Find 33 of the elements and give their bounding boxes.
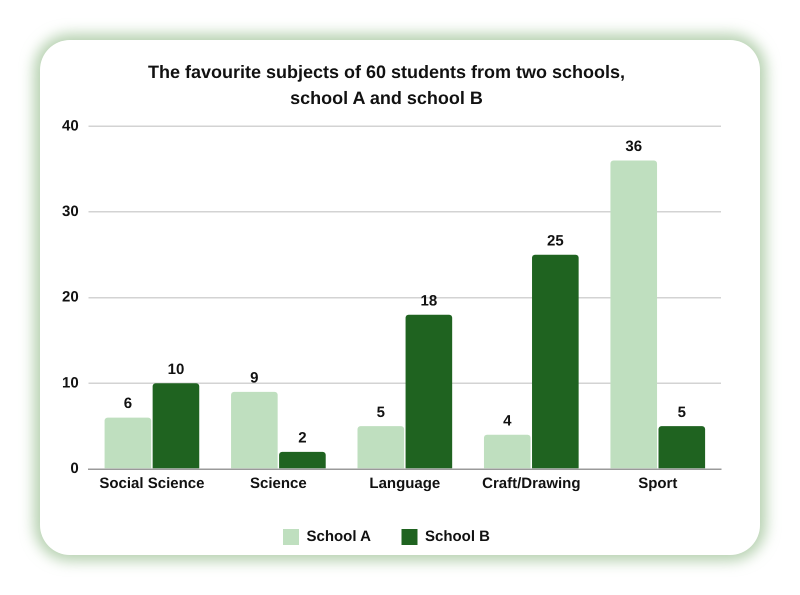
bar (231, 392, 278, 468)
data-label: 6 (124, 395, 132, 412)
bar (532, 254, 579, 468)
data-label: 36 (625, 138, 642, 156)
data-label: 9 (250, 370, 259, 387)
x-tick-label: Social Science (99, 475, 204, 492)
y-tick-label: 40 (62, 117, 79, 134)
x-tick-label: Language (369, 475, 440, 492)
data-label: 10 (168, 360, 184, 378)
x-tick-label: Sport (638, 475, 678, 492)
bar (484, 434, 531, 468)
y-tick-label: 10 (62, 374, 79, 392)
data-label: 5 (376, 404, 385, 421)
bar (104, 418, 152, 468)
bar (610, 160, 658, 468)
x-tick-label: Science (250, 475, 307, 492)
data-label: 25 (546, 232, 564, 250)
legend-label: School B (425, 528, 490, 546)
bar (152, 383, 200, 468)
y-tick-label: 20 (62, 288, 79, 306)
bar (658, 426, 706, 468)
data-label: 18 (420, 292, 438, 310)
bar (406, 314, 452, 468)
y-tick-label: 30 (62, 203, 79, 220)
data-label: 4 (503, 412, 512, 430)
data-label: 2 (298, 430, 307, 446)
bar (358, 426, 404, 468)
bar (279, 452, 326, 468)
x-tick-label: Craft/Drawing (482, 475, 580, 492)
chart-title: The favourite subjects of 60 students from two schools, school A and school B (148, 62, 626, 108)
y-tick-label: 0 (70, 460, 79, 478)
legend-label: School A (306, 528, 372, 546)
data-label: 5 (678, 404, 686, 421)
